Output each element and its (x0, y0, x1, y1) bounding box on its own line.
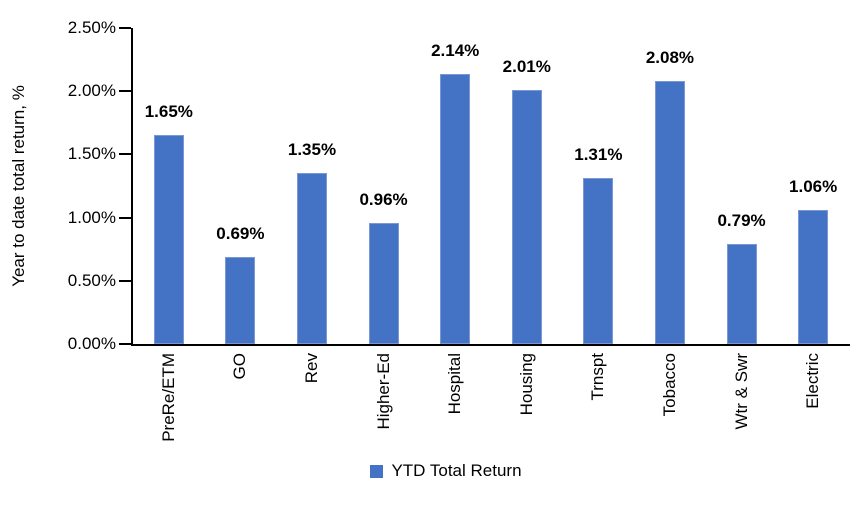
bar-wtr-swr (726, 244, 757, 344)
y-axis-tick-label: 2.50% (67, 18, 116, 37)
y-axis-tick-mark (119, 90, 131, 93)
bar-slot-rev: 1.35% Rev (276, 28, 348, 383)
y-axis-title: Year to date total return, % (9, 85, 28, 287)
y-axis-tick-label: 0.00% (67, 334, 116, 353)
bar-prere-etm (153, 135, 184, 344)
x-axis-line (131, 344, 850, 346)
bar-value-label: 1.06% (789, 177, 838, 196)
y-axis-tick-label: 0.50% (67, 270, 116, 290)
x-axis-category-label: Hospital (445, 353, 465, 415)
legend: YTD Total Return (0, 461, 852, 481)
x-axis-category-label: Wtr & Swr (731, 353, 751, 430)
bar-slot-hospital: 2.14% Hospital (419, 28, 491, 414)
x-axis-category-label: PreRe/ETM (158, 353, 178, 442)
bar-slot-higher-ed: 0.96% Higher-Ed (348, 28, 420, 430)
bar-go (225, 257, 256, 344)
y-axis-tick-mark (119, 153, 131, 156)
bar-value-label: 2.14% (431, 41, 480, 60)
x-axis-category-label: Housing (516, 353, 536, 416)
x-axis-category-label: Higher-Ed (373, 353, 393, 430)
bar-value-label: 1.35% (287, 140, 337, 159)
bar-higher-ed (368, 223, 399, 344)
bar-rev (296, 173, 327, 344)
bar-electric (798, 210, 829, 344)
bar-slot-housing: 2.01% Housing (491, 28, 563, 415)
x-axis-category-label: Rev (301, 353, 321, 384)
bar-slot-go: 0.69% GO (205, 28, 277, 379)
bar-value-label: 1.31% (574, 145, 623, 164)
bar-hospital (440, 74, 471, 344)
legend-label: YTD Total Return (391, 461, 522, 480)
y-axis-tick-label: 2.00% (67, 81, 116, 101)
bar-housing (511, 90, 542, 344)
bar-slot-prere-etm: 1.65% PreRe/ETM (133, 28, 205, 442)
bar-value-label: 0.79% (717, 211, 766, 230)
x-axis-category-label: GO (230, 353, 250, 380)
plot-area: 1.65% PreRe/ETM 0.69% GO 1.35% Rev 0.96% Higher… (133, 28, 849, 442)
y-axis-tick-mark (119, 216, 131, 219)
bar-value-label: 2.01% (502, 57, 551, 76)
y-axis-tick-label: 1.00% (67, 207, 116, 227)
bar-slot-electric: 1.06% Electric (777, 28, 849, 409)
y-axis-tick-mark (119, 27, 131, 29)
bar-slot-wtr-swr: 0.79% Wtr & Swr (706, 28, 778, 430)
y-axis-line (131, 28, 133, 346)
x-axis-category-label: Trnspt (588, 353, 608, 401)
bar-slot-trnspt: 1.31% Trnspt (563, 28, 635, 401)
bar-value-label: 1.65% (144, 102, 193, 121)
legend-swatch-icon (370, 464, 384, 478)
bar-tobacco (654, 81, 685, 344)
y-axis-tick-mark (119, 343, 131, 345)
y-axis-tick-mark (119, 279, 131, 282)
bar-trnspt (583, 178, 614, 344)
x-axis-category-label: Electric (803, 353, 823, 409)
y-axis-tick-label: 1.50% (67, 144, 116, 164)
x-axis-category-label: Tobacco (659, 353, 679, 417)
bar-slot-tobacco: 2.08% Tobacco (634, 28, 706, 416)
bar-value-label: 0.96% (359, 190, 408, 209)
bar-value-label: 2.08% (645, 48, 695, 67)
bar-value-label: 0.69% (216, 224, 265, 243)
